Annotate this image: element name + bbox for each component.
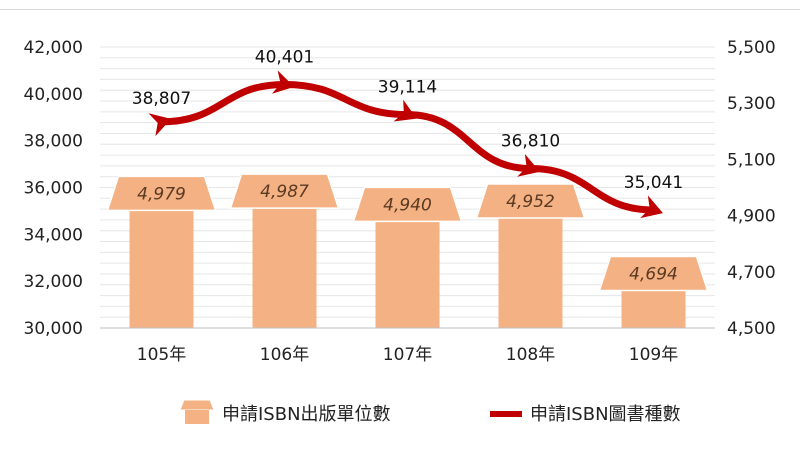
left-axis-tick-label: 40,000 bbox=[24, 85, 83, 105]
line-point-marker bbox=[148, 113, 172, 137]
bar-group: 4,952 bbox=[475, 183, 586, 328]
legend-item-line: 申請ISBN圖書種數 bbox=[490, 404, 681, 425]
bar bbox=[252, 191, 317, 328]
right-axis-tick-label: 4,900 bbox=[727, 207, 776, 227]
right-axis-tick-label: 4,500 bbox=[727, 319, 776, 339]
right-axis-tick-label: 4,700 bbox=[727, 263, 776, 283]
left-axis-tick-label: 38,000 bbox=[24, 132, 83, 152]
x-axis-category-label: 109年 bbox=[629, 345, 678, 365]
bar-group: 4,979 bbox=[106, 175, 217, 328]
line-data-label: 38,807 bbox=[132, 89, 191, 109]
left-axis-tick-label: 36,000 bbox=[24, 179, 83, 199]
x-axis: 105年 106年 107年 108年 109年 bbox=[100, 327, 715, 365]
left-axis-tick-label: 32,000 bbox=[24, 272, 83, 292]
bar-top-cap bbox=[229, 173, 340, 209]
legend-label-bars: 申請ISBN出版單位數 bbox=[222, 404, 391, 425]
bar-data-label: 4,979 bbox=[137, 184, 186, 204]
legend-bar-swatch bbox=[179, 399, 215, 411]
left-axis: 30,000 32,000 34,000 36,000 38,000 40,000 42,0… bbox=[24, 38, 83, 339]
bar-top-cap bbox=[598, 255, 709, 292]
legend-label-line: 申請ISBN圖書種數 bbox=[530, 404, 681, 425]
right-axis-tick-label: 5,100 bbox=[727, 150, 776, 170]
line-point-marker bbox=[640, 195, 663, 219]
bar-data-label: 4,952 bbox=[506, 192, 555, 212]
line-data-label: 39,114 bbox=[378, 78, 437, 98]
left-axis-tick-label: 30,000 bbox=[24, 319, 83, 339]
left-axis-tick-label: 42,000 bbox=[24, 38, 83, 58]
line-point-marker bbox=[271, 70, 295, 94]
line-point-marker bbox=[517, 153, 540, 177]
bar-top-cap bbox=[106, 175, 217, 212]
x-axis-category-label: 105年 bbox=[137, 345, 186, 365]
bar-top-cap bbox=[475, 183, 586, 219]
bar-data-label: 4,940 bbox=[383, 195, 432, 215]
legend-item-bars: 申請ISBN出版單位數 bbox=[179, 399, 391, 425]
bar bbox=[129, 193, 194, 328]
right-axis-tick-label: 5,300 bbox=[727, 94, 776, 114]
line-data-label: 36,810 bbox=[501, 132, 560, 152]
bar-group: 4,940 bbox=[352, 186, 463, 328]
top-divider bbox=[0, 9, 800, 10]
bar-top-cap bbox=[352, 186, 463, 223]
x-axis-category-label: 106年 bbox=[260, 345, 309, 365]
bar bbox=[498, 200, 563, 328]
bar-data-label: 4,694 bbox=[629, 264, 678, 284]
line-series: 38,807 40,401 39,114 36,810 35,041 bbox=[132, 47, 683, 219]
x-axis-category-label: 107年 bbox=[383, 345, 432, 365]
bar-group: 4,694 bbox=[598, 255, 709, 328]
legend-bar-swatch-body bbox=[185, 410, 209, 424]
bar bbox=[375, 204, 440, 328]
line-data-label: 40,401 bbox=[255, 47, 314, 67]
right-axis-tick-label: 5,500 bbox=[727, 38, 776, 58]
x-axis-category-label: 108年 bbox=[506, 345, 555, 365]
right-axis: 4,500 4,700 4,900 5,100 5,300 5,500 bbox=[727, 38, 776, 339]
line-point-marker bbox=[393, 99, 417, 122]
line-data-label: 35,041 bbox=[624, 173, 683, 193]
bar-data-label: 4,987 bbox=[260, 182, 309, 202]
bar-series: 4,979 4,987 4,940 4,952 4,694 bbox=[106, 173, 709, 328]
left-axis-tick-label: 34,000 bbox=[24, 225, 83, 245]
legend: 申請ISBN出版單位數 申請ISBN圖書種數 bbox=[179, 399, 681, 425]
bar-group: 4,987 bbox=[229, 173, 340, 328]
